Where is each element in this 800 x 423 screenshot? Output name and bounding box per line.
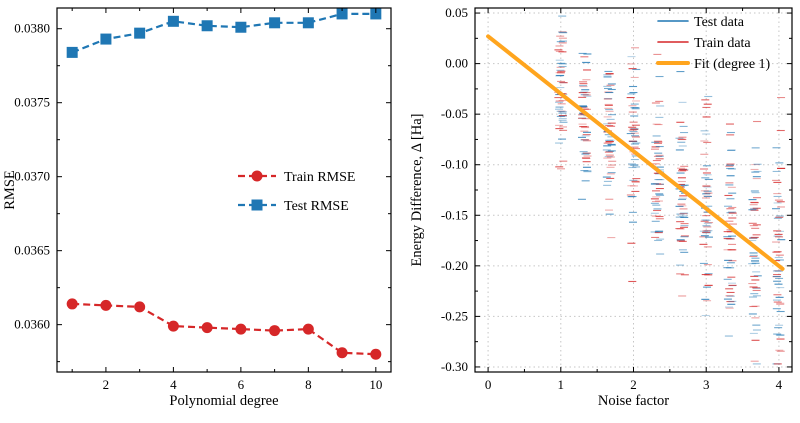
svg-text:0: 0 (485, 377, 492, 392)
svg-text:10: 10 (369, 377, 382, 392)
svg-text:-0.10: -0.10 (441, 157, 468, 172)
svg-text:4: 4 (170, 377, 177, 392)
svg-text:Train RMSE: Train RMSE (284, 170, 355, 185)
svg-text:4: 4 (776, 377, 783, 392)
svg-text:-0.05: -0.05 (441, 106, 468, 121)
svg-text:-0.25: -0.25 (441, 308, 468, 323)
figure-right: 0 1 2 3 4 -0.30 -0.25 -0.20 -0.15 -0.10 -0.05 0.00 0… (400, 0, 800, 423)
svg-text:0.0360: 0.0360 (14, 317, 50, 332)
svg-text:-0.15: -0.15 (441, 207, 468, 222)
svg-text:Test data: Test data (694, 15, 745, 30)
svg-text:Train data: Train data (694, 36, 751, 51)
svg-text:0.0365: 0.0365 (14, 243, 50, 258)
svg-text:0.00: 0.00 (445, 56, 468, 71)
right-chart: 0 1 2 3 4 -0.30 -0.25 -0.20 -0.15 -0.10 -0.05 0.00 0… (409, 5, 793, 409)
svg-text:-0.30: -0.30 (441, 359, 468, 374)
svg-text:Noise factor: Noise factor (598, 393, 669, 409)
svg-text:6: 6 (238, 377, 245, 392)
left-chart: 2 4 6 8 10 0.0360 0.0365 0.0370 0.0375 0.0380 Poly… (2, 7, 392, 409)
svg-text:Test RMSE: Test RMSE (284, 199, 349, 214)
svg-text:RMSE: RMSE (2, 170, 18, 210)
svg-text:3: 3 (703, 377, 710, 392)
svg-text:8: 8 (305, 377, 312, 392)
svg-text:0.0370: 0.0370 (14, 169, 50, 184)
svg-text:2: 2 (630, 377, 637, 392)
figure-left: 2 4 6 8 10 0.0360 0.0365 0.0370 0.0375 0.0380 Poly… (2, 7, 392, 409)
svg-text:0.05: 0.05 (445, 5, 468, 20)
svg-text:Polynomial degree: Polynomial degree (169, 393, 278, 409)
svg-text:2: 2 (103, 377, 110, 392)
svg-text:Energy Difference, Δ [Ha]: Energy Difference, Δ [Ha] (409, 114, 425, 267)
svg-text:Fit (degree 1): Fit (degree 1) (694, 57, 771, 72)
svg-text:-0.20: -0.20 (441, 258, 468, 273)
svg-text:0.0375: 0.0375 (14, 95, 50, 110)
svg-text:1: 1 (558, 377, 565, 392)
svg-text:0.0380: 0.0380 (14, 21, 50, 36)
